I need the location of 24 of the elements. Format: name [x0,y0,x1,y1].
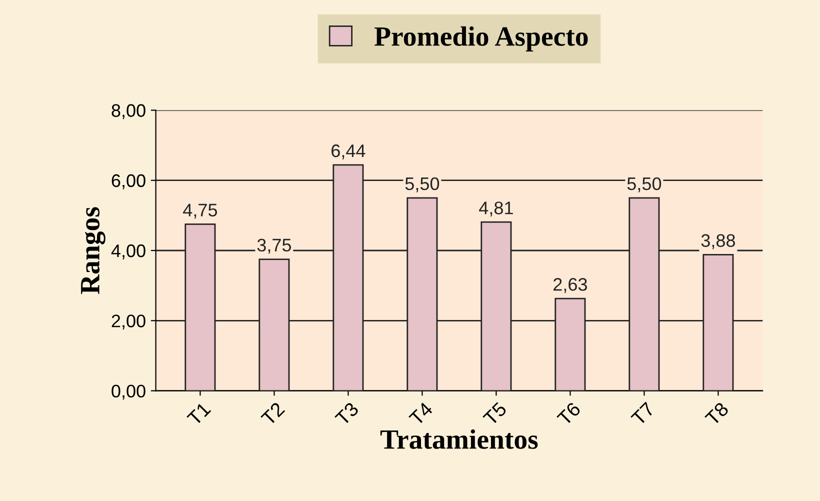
x-tick-label: T7 [630,402,656,426]
x-tick-label: T4 [408,401,434,426]
data-label: 5,50 [405,177,440,192]
x-tick-label: T1 [186,402,212,426]
x-tick-label: T2 [260,402,286,426]
data-label: 3,88 [701,234,735,250]
data-label: 3,75 [257,238,292,254]
y-tick-label: 4,00 [111,244,146,260]
data-label: 4,81 [479,202,513,216]
x-tick-label: T5 [482,402,508,426]
x-axis-title: Tratamientos [380,429,538,449]
y-tick-label: 8,00 [112,104,146,120]
data-label: 6,44 [332,144,366,160]
x-tick-label: T3 [334,401,360,426]
y-tick-label: 6,00 [112,174,146,190]
legend-label: Promedio Aspecto [374,26,588,52]
data-label: 2,63 [554,278,587,293]
y-tick-label: 2,00 [112,314,146,330]
data-label: 5,50 [627,177,662,192]
x-tick-label: T8 [704,401,730,426]
x-tick-label: T6 [556,401,582,426]
data-label: 4,75 [183,204,218,219]
y-tick-label: 0,00 [112,384,146,400]
y-axis-title: Rangos [81,207,106,294]
